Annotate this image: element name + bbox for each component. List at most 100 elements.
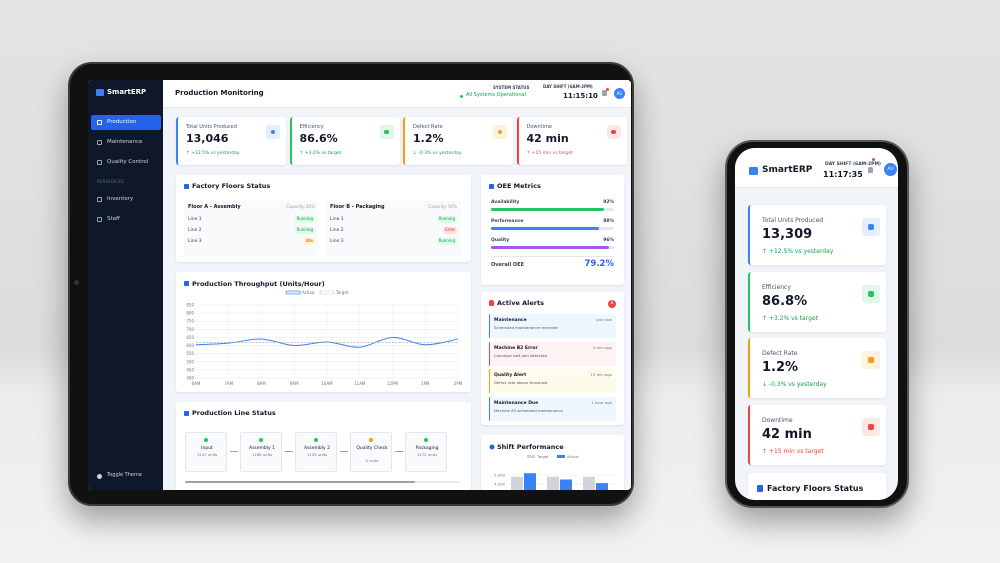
bar — [560, 479, 572, 490]
kpi-icon — [606, 125, 621, 139]
step-dot — [369, 438, 373, 442]
shift-label: DAY SHIFT (6AM-2PM) — [825, 162, 881, 167]
nav-item[interactable]: Inventory — [91, 192, 161, 207]
alert-title: Maintenance Due — [494, 400, 539, 406]
chart-title: Production Throughput (Units/Hour) — [192, 280, 325, 288]
line-step: Assembly 1 1186 units — [240, 432, 282, 472]
metric-name: Performance — [491, 219, 524, 224]
legend-swatch — [557, 455, 565, 458]
shift-chart: Shift Performance 4,000 5,000 Target Actual — [489, 443, 616, 490]
floor-name: Floor B - Packaging — [330, 204, 385, 210]
kpi-icon-glyph — [868, 290, 874, 297]
line-step: Packaging 1172 units — [405, 432, 447, 472]
overall-label: Overall OEE — [491, 262, 524, 268]
line-status: Running — [294, 227, 315, 234]
kpi-icon-glyph — [868, 423, 874, 430]
kpi-icon — [862, 218, 880, 236]
brand-name: SmartERP — [762, 165, 813, 175]
nav-item[interactable]: Staff — [91, 212, 161, 227]
kpi-label: Defect Rate — [413, 124, 443, 130]
nav-label: Quality Control — [107, 159, 149, 165]
step-name: Input — [201, 446, 213, 451]
toggle-label: Toggle Theme — [107, 472, 142, 478]
x-tick-label: 12PM — [387, 381, 399, 386]
shift-performance: Shift Performance 4,000 5,000 Target Actual — [481, 435, 624, 490]
alert-bell — [489, 300, 494, 306]
alert-item[interactable]: Maintenance Scheduled maintenance reminde… — [489, 314, 616, 338]
nav-label: Maintenance — [107, 139, 143, 145]
factory-floors: Factory Floors Status — [748, 473, 886, 500]
oee-metrics: OEE Metrics Availability 92% Performance 88%… — [481, 175, 624, 285]
header — [163, 80, 631, 108]
metric-label: 92% — [603, 200, 614, 205]
kpi-label: Total Units Produced — [762, 217, 824, 224]
x-tick-label: 7AM — [224, 381, 233, 386]
kpi-icon-glyph — [611, 129, 616, 135]
panel-icon — [489, 444, 495, 450]
step-units: 1172 units — [416, 452, 438, 457]
brand-icon — [96, 89, 104, 96]
floor-card: Floor A - Assembly Capacity: 85% Line 1 Run… — [184, 201, 319, 256]
x-tick-label: 10AM — [321, 381, 333, 386]
step-arrow — [395, 451, 403, 452]
alert-item[interactable]: Machine B2 Error Conveyor belt jam detect… — [489, 341, 616, 366]
panel-icon — [184, 184, 189, 189]
scroll-thumb[interactable] — [185, 481, 415, 483]
alert-count: 4 — [608, 300, 616, 308]
avatar[interactable]: AU — [884, 163, 897, 176]
bell[interactable] — [602, 90, 607, 96]
panel-icon — [184, 411, 189, 416]
y-tick-label: 400 — [186, 376, 194, 381]
bell-dot — [606, 88, 609, 91]
kpi-icon-glyph — [270, 129, 276, 135]
nav-icon — [97, 217, 102, 222]
alert-item[interactable]: Quality Alert Defect rate above threshold… — [489, 369, 616, 393]
y-tick-label: 4,000 — [494, 482, 505, 487]
nav-item[interactable]: Production — [91, 115, 161, 130]
alert-time: 15 min ago — [590, 372, 612, 377]
sidebar: SmartERP Production Maintenance Quality Con… — [88, 80, 163, 490]
legend-label: Target — [335, 290, 349, 295]
kpi-card: Downtime 42 min ↑ +15 min vs target — [516, 117, 627, 165]
panel-icon — [184, 281, 189, 286]
kpi-card: Total Units Produced 13,046 ↑ +12.5% vs ye… — [176, 117, 286, 165]
panel-icon — [757, 485, 763, 492]
nav-icon — [97, 197, 102, 202]
x-tick-label: 8AM — [257, 381, 266, 386]
panel-title: OEE Metrics — [497, 182, 541, 190]
bell[interactable] — [868, 167, 873, 173]
alert-title: Machine B2 Error — [494, 345, 538, 351]
alert-text: Machine A3 scheduled maintenance — [494, 407, 563, 413]
step-arrow — [340, 451, 348, 452]
kpi-card: Efficiency 86.8% ↑ +3.2% vs target — [748, 271, 886, 332]
kpi-change: ↑ +3.2% vs target — [762, 314, 818, 322]
y-tick-label: 500 — [186, 359, 194, 364]
kpi-icon — [266, 125, 280, 139]
step-dot — [314, 438, 318, 442]
step-name: Assembly 1 — [249, 446, 275, 451]
step-dot — [204, 438, 208, 442]
line-status: Error — [443, 227, 457, 234]
clock: 11:15:10 — [563, 92, 598, 100]
nav-item[interactable]: Maintenance — [91, 135, 161, 150]
alert-item[interactable]: Maintenance Due Machine A3 scheduled main… — [489, 396, 616, 421]
theme-toggle[interactable]: Toggle Theme — [91, 471, 161, 483]
bar — [547, 476, 559, 490]
clock: 11:17:35 — [823, 170, 863, 179]
avatar[interactable]: AU — [614, 88, 625, 99]
overall-value: 79.2% — [584, 259, 615, 269]
kpi-value: 42 min — [526, 132, 569, 145]
metric-name: Quality — [491, 238, 510, 243]
floor-capacity: Capacity: 85% — [286, 204, 315, 209]
x-tick-label: 6AM — [192, 381, 201, 386]
nav-item[interactable]: Quality Control — [91, 155, 161, 170]
kpi-change: ↑ +12.5% vs yesterday — [186, 151, 240, 156]
kpi-value: 13,046 — [186, 132, 229, 145]
nav-label: Inventory — [107, 196, 134, 202]
kpi-value: 42 min — [762, 426, 812, 442]
floor-capacity: Capacity: 92% — [428, 204, 457, 209]
kpi-value: 13,309 — [762, 227, 813, 242]
kpi-card: Efficiency 86.6% ↑ +3.2% vs target — [289, 117, 400, 165]
status-text: All Systems Operational — [466, 92, 526, 98]
line-step: Assembly 2 1105 units — [295, 432, 337, 472]
